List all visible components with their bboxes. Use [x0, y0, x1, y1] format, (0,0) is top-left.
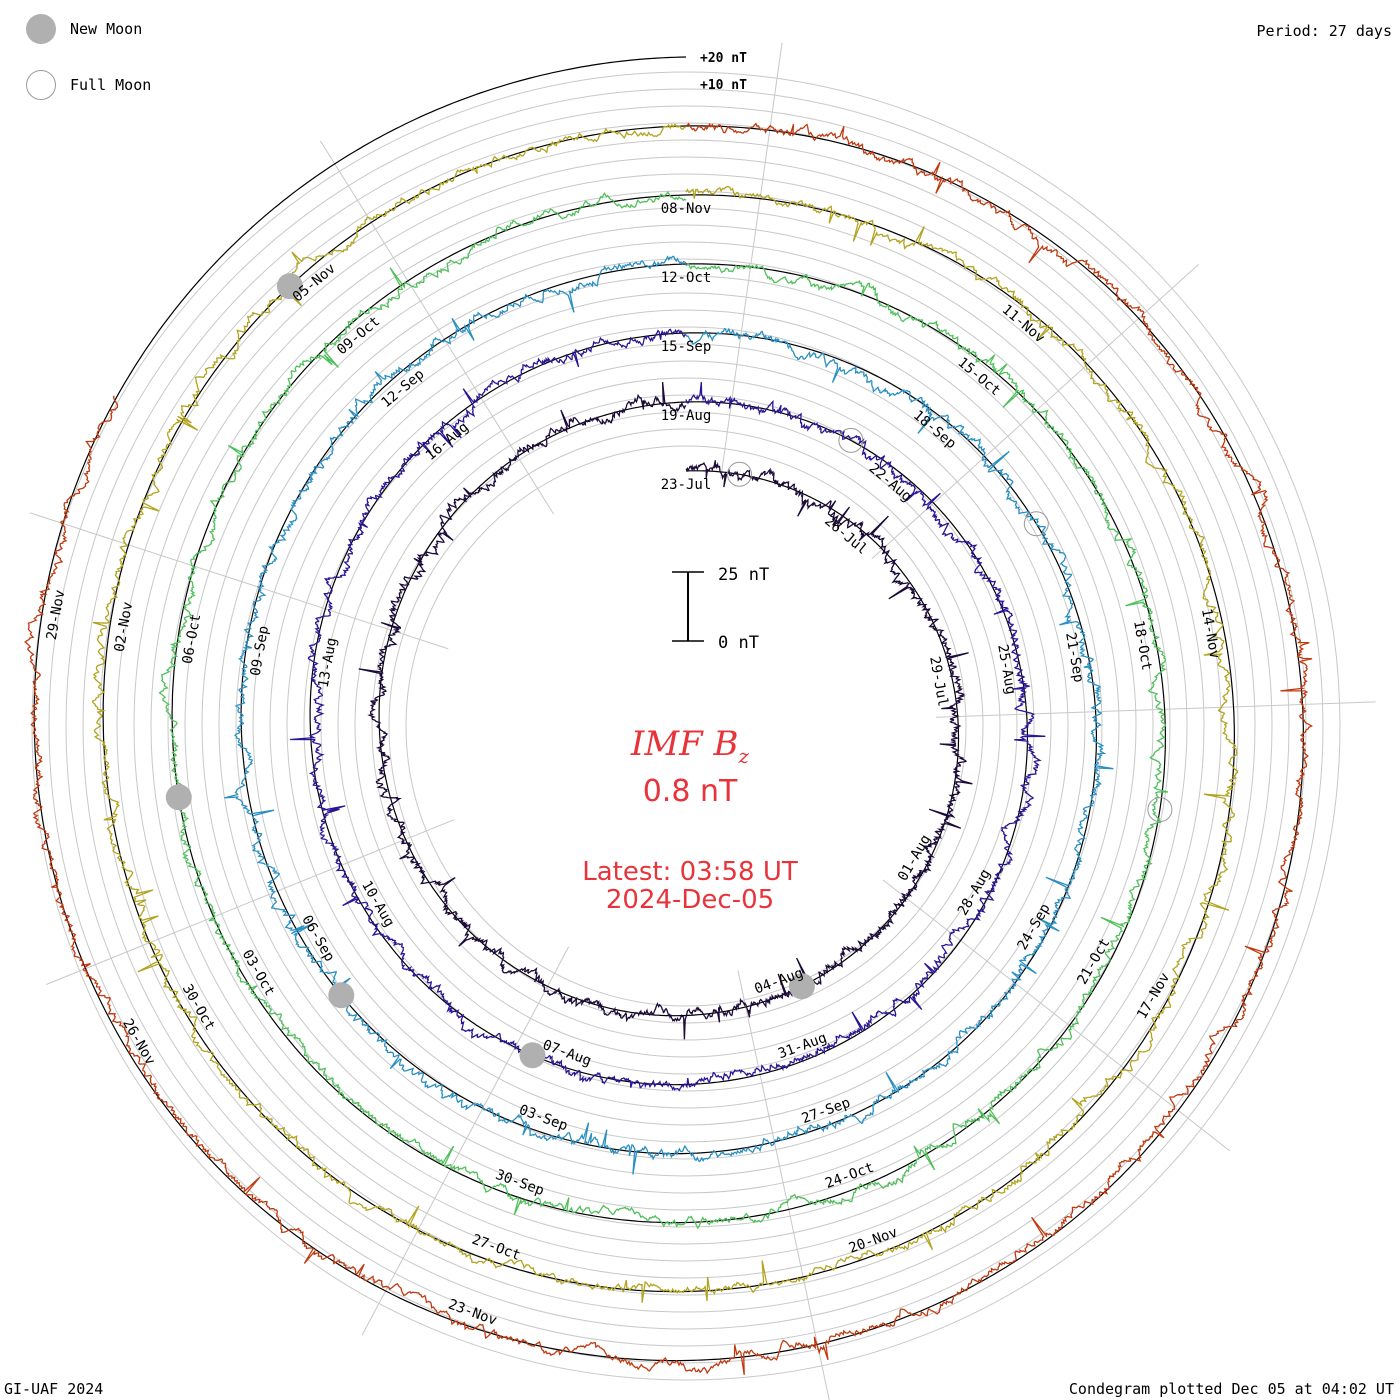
- series-trace-0: [358, 382, 973, 1040]
- scale-bar-top-label: 25 nT: [718, 565, 769, 585]
- date-label-3-2: 06-Oct: [180, 613, 205, 666]
- grid-ring-2: [371, 411, 1001, 1041]
- full-moon-marker-7: [1147, 797, 1173, 823]
- current-value: 0.8 nT: [642, 774, 738, 809]
- date-label-4-1: 30-Oct: [179, 982, 218, 1034]
- full-moon-marker-3: [838, 427, 864, 453]
- reference-spiral-5: [33, 56, 1304, 1362]
- chart-title: IMF Bz: [540, 724, 840, 768]
- series-trace-3: [158, 191, 1169, 1230]
- date-label-1-0: 07-Aug: [540, 1037, 593, 1069]
- radial-line-8: [319, 140, 554, 515]
- legend-full-moon-label: Full Moon: [70, 76, 152, 94]
- grid-rings: [31, 71, 1341, 1381]
- grid-ring-13: [184, 224, 1188, 1228]
- full-moon-marker-5: [1023, 511, 1049, 537]
- new-moon-marker-4: [328, 982, 355, 1009]
- grid-ring-10: [235, 275, 1137, 1177]
- legend-full-moon: Full Moon: [26, 70, 151, 100]
- data-series: [24, 122, 1313, 1375]
- date-label-4-0: 27-Oct: [470, 1232, 523, 1264]
- grid-ring-16: [133, 173, 1239, 1279]
- radial-line-3: [882, 879, 1231, 1152]
- date-label-4-4: 08-Nov: [661, 201, 712, 217]
- moon-markers: [165, 273, 1173, 1069]
- full-moon-marker-0: [727, 461, 752, 487]
- date-label-2-4: 15-Sep: [661, 339, 712, 355]
- new-moon-marker-1: [788, 973, 815, 1000]
- series-trace-2: [224, 255, 1114, 1175]
- radial-line-6: [46, 819, 455, 985]
- new-moon-icon: [26, 14, 56, 44]
- latest-date-label: 2024-Dec-05: [605, 885, 775, 915]
- grid-ring-8: [269, 309, 1103, 1143]
- date-label-1-4: 19-Aug: [661, 408, 712, 424]
- date-label-3-3: 09-Oct: [334, 313, 383, 358]
- date-label-4-2: 02-Nov: [112, 601, 137, 654]
- date-label-3-8: 24-Oct: [823, 1160, 876, 1192]
- series-trace-1: [290, 328, 1046, 1092]
- date-label-4-6: 14-Nov: [1198, 607, 1223, 660]
- radial-line-2: [935, 701, 1376, 718]
- date-label-5-0: 23-Nov: [446, 1297, 499, 1329]
- radial-line-4: [737, 970, 830, 1400]
- date-label-0-2: 29-Jul: [926, 655, 951, 708]
- full-moon-icon: [26, 70, 56, 100]
- grid-ring-21: [48, 88, 1324, 1364]
- scale-bar-bottom-label: 0 nT: [718, 633, 759, 653]
- latest-time-label: Latest: 03:58 UT: [582, 857, 798, 887]
- footer-plotted: Condegram plotted Dec 05 at 04:02 UT: [1068, 1380, 1394, 1398]
- radial-line-5: [361, 946, 570, 1336]
- new-moon-marker-2: [519, 1042, 546, 1069]
- footer-credit: GI-UAF 2024: [4, 1380, 104, 1398]
- date-label-1-2: 13-Aug: [316, 637, 341, 690]
- grid-ring-14: [167, 207, 1205, 1245]
- legend-new-moon: New Moon: [26, 14, 142, 44]
- chart-title-subscript: z: [738, 743, 750, 768]
- grid-ring-12: [201, 241, 1171, 1211]
- date-label-2-2: 09-Sep: [248, 625, 273, 678]
- chart-title-main: IMF B: [630, 724, 739, 764]
- series-trace-5: [24, 122, 1313, 1375]
- new-moon-marker-6: [165, 784, 192, 811]
- grid-ring-0: [405, 445, 967, 1007]
- grid-ring-7: [286, 326, 1086, 1126]
- date-label-5-2: 29-Nov: [44, 589, 69, 642]
- grid-ring-5: [320, 360, 1052, 1092]
- grid-ring-3: [354, 394, 1018, 1058]
- grid-ring-20: [65, 105, 1307, 1347]
- latest-time: Latest: 03:58 UT 2024-Dec-05: [540, 858, 840, 914]
- radial-line-7: [29, 512, 449, 650]
- legend-new-moon-label: New Moon: [70, 20, 143, 38]
- scale-label-plus20: +20 nT: [700, 51, 747, 66]
- grid-ring-9: [252, 292, 1120, 1160]
- date-label-3-1: 03-Oct: [239, 947, 278, 999]
- new-moon-marker-8: [276, 273, 303, 300]
- date-label-3-4: 12-Oct: [661, 270, 712, 286]
- grid-ring-4: [337, 377, 1035, 1075]
- grid-ring-6: [303, 343, 1069, 1109]
- date-label-0-0: 23-Jul: [661, 477, 712, 493]
- scale-label-plus10: +10 nT: [700, 78, 747, 93]
- grid-ring-17: [116, 156, 1256, 1296]
- scale-bar: 25 nT 0 nT: [672, 565, 769, 653]
- date-label-3-0: 30-Sep: [493, 1167, 546, 1199]
- period-label: Period: 27 days: [1256, 22, 1392, 40]
- date-label-2-3: 12-Sep: [378, 366, 427, 411]
- series-trace-4: [91, 123, 1239, 1303]
- grid-ring-19: [82, 122, 1290, 1330]
- grid-ring-1: [388, 428, 984, 1024]
- grid-ring-11: [218, 258, 1154, 1194]
- radial-line-0: [720, 42, 783, 479]
